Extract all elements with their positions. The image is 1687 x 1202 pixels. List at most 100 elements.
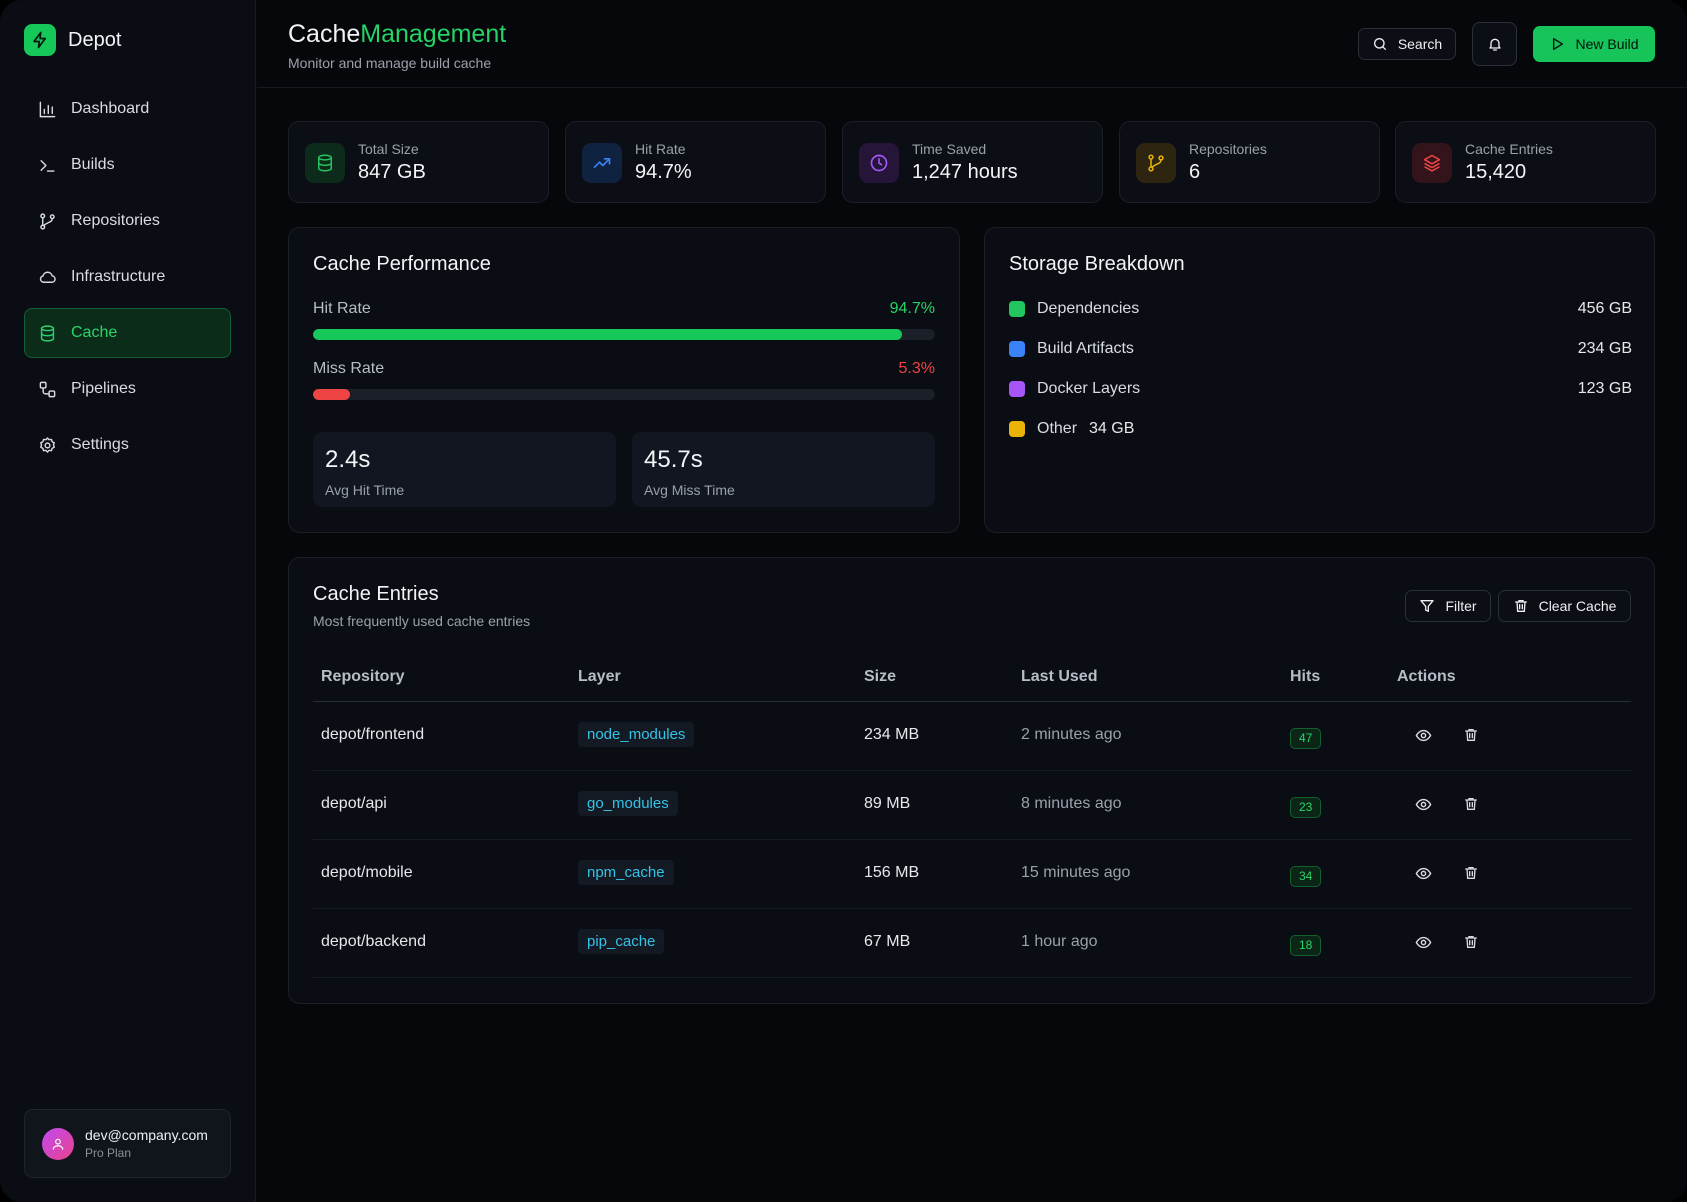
trash-icon[interactable] [1462, 864, 1480, 882]
user-icon [52, 1138, 64, 1150]
table-row[interactable]: depot/frontend node_modules 234 MB 2 min… [313, 702, 1631, 771]
new-build-label: New Build [1575, 36, 1639, 52]
brand[interactable]: Depot [24, 24, 121, 56]
sidebar-item-label: Cache [71, 324, 118, 341]
git-branch-icon [40, 212, 55, 230]
storage-breakdown-card: Storage Breakdown Dependencies 456 GB Bu… [984, 227, 1655, 533]
user-plan: Pro Plan [85, 1146, 132, 1160]
lightning-bolt-icon [24, 24, 56, 56]
gear-icon [40, 436, 55, 453]
eye-icon[interactable] [1414, 795, 1432, 813]
search-button-label: Search [1397, 36, 1443, 52]
storage-item-docker-layers: Docker Layers 123 GB [1009, 377, 1632, 401]
trash-icon [1514, 600, 1527, 612]
sidebar-item-pipelines[interactable]: Pipelines [24, 364, 231, 414]
storage-item-size: 34 GB [1089, 420, 1135, 437]
sidebar-item-cache[interactable]: Cache [24, 308, 231, 358]
cell-repository: depot/frontend [321, 726, 425, 743]
stat-label: Hit Rate [635, 141, 686, 157]
cache-performance-card: Cache Performance Hit Rate 94.7% Miss Ra… [288, 227, 960, 533]
sidebar-item-label: Builds [71, 156, 115, 173]
sidebar-item-repositories[interactable]: Repositories [24, 196, 231, 246]
stat-value: 15,420 [1465, 161, 1527, 183]
stat-label: Cache Entries [1465, 141, 1553, 157]
clock-icon [859, 143, 899, 183]
storage-item-size: 123 GB [1577, 380, 1632, 397]
user-info: dev@company.com Pro Plan [85, 1127, 208, 1160]
user-card[interactable]: dev@company.com Pro Plan [24, 1109, 231, 1178]
storage-item-size: 234 GB [1577, 340, 1632, 357]
layer-tag: pip_cache [578, 929, 665, 954]
legend-swatch [1009, 421, 1025, 437]
new-build-button[interactable]: New Build [1533, 26, 1655, 62]
table-row[interactable]: depot/api go_modules 89 MB 8 minutes ago… [313, 771, 1631, 840]
page-title-main: Cache [288, 20, 361, 48]
trash-icon[interactable] [1462, 933, 1480, 951]
eye-icon[interactable] [1414, 864, 1432, 882]
sidebar-item-label: Dashboard [71, 100, 150, 117]
stat-card-repositories: Repositories 6 [1119, 121, 1380, 203]
storage-item-label: Other [1037, 420, 1078, 437]
column-header-last-used[interactable]: Last Used [1021, 668, 1098, 685]
search-icon [1373, 38, 1386, 50]
sidebar-item-builds[interactable]: Builds [24, 140, 231, 190]
card-subtitle: Most frequently used cache entries [313, 613, 531, 629]
sidebar-item-label: Settings [71, 436, 129, 453]
workflow-icon [39, 381, 56, 397]
filter-button[interactable]: Filter [1405, 590, 1491, 622]
column-header-layer[interactable]: Layer [578, 668, 621, 685]
cell-repository: depot/api [321, 795, 387, 812]
trash-icon[interactable] [1462, 795, 1480, 813]
column-header-hits[interactable]: Hits [1290, 668, 1321, 685]
stat-value: 94.7% [635, 161, 692, 183]
clear-cache-button[interactable]: Clear Cache [1498, 590, 1631, 622]
column-header-size[interactable]: Size [864, 668, 897, 685]
card-title: Storage Breakdown [1009, 253, 1185, 275]
stat-card-total-size: Total Size 847 GB [288, 121, 549, 203]
trash-icon[interactable] [1462, 726, 1480, 744]
stat-label: Repositories [1189, 141, 1267, 157]
legend-swatch [1009, 301, 1025, 317]
sidebar-item-dashboard[interactable]: Dashboard [24, 84, 231, 134]
layer-tag: go_modules [578, 791, 678, 816]
bell-icon [1488, 38, 1501, 51]
stat-value: 6 [1189, 161, 1201, 183]
avg-hit-time-label: Avg Hit Time [325, 482, 405, 498]
sidebar-item-label: Infrastructure [71, 268, 166, 285]
avg-miss-time-tile: 45.7s Avg Miss Time [632, 432, 935, 507]
table-row[interactable]: depot/mobile npm_cache 156 MB 15 minutes… [313, 840, 1631, 909]
column-header-repository[interactable]: Repository [321, 668, 405, 685]
cell-last-used: 2 minutes ago [1021, 726, 1122, 743]
page-title-accent: Management [360, 20, 507, 48]
clear-cache-label: Clear Cache [1538, 598, 1617, 614]
sidebar-item-infrastructure[interactable]: Infrastructure [24, 252, 231, 302]
sidebar-item-settings[interactable]: Settings [24, 420, 231, 470]
search-button[interactable]: Search [1358, 28, 1456, 60]
stat-value: 847 GB [358, 161, 426, 183]
bar-chart-icon [39, 101, 56, 117]
layer-tag: node_modules [578, 722, 695, 747]
cell-size: 67 MB [864, 933, 911, 950]
cloud-icon [39, 271, 56, 283]
cell-last-used: 8 minutes ago [1021, 795, 1122, 812]
terminal-icon [40, 159, 55, 172]
eye-icon[interactable] [1414, 726, 1432, 744]
legend-swatch [1009, 341, 1025, 357]
notifications-button[interactable] [1472, 22, 1517, 66]
cell-last-used: 15 minutes ago [1021, 864, 1131, 881]
avg-miss-time-label: Avg Miss Time [644, 482, 735, 498]
layers-icon [1412, 143, 1452, 183]
page-header: CacheManagement Monitor and manage build… [257, 0, 1687, 88]
stat-card-time-saved: Time Saved 1,247 hours [842, 121, 1103, 203]
table-row[interactable]: depot/backend pip_cache 67 MB 1 hour ago… [313, 909, 1631, 978]
storage-item-size: 456 GB [1577, 300, 1632, 317]
stat-value: 1,247 hours [912, 161, 1018, 183]
sidebar-nav: Dashboard Builds Repositories Infrastruc… [24, 84, 231, 476]
eye-icon[interactable] [1414, 933, 1432, 951]
trending-up-icon [582, 143, 622, 183]
miss-rate-bar-fill [313, 389, 351, 400]
cell-size: 234 MB [864, 726, 920, 743]
hit-rate-label: Hit Rate [313, 300, 371, 317]
page-subtitle: Monitor and manage build cache [288, 55, 492, 71]
